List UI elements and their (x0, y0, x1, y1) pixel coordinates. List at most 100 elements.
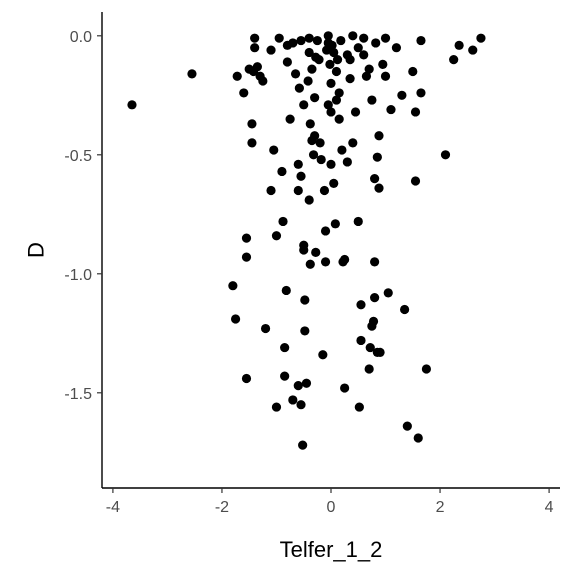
data-point (320, 226, 331, 236)
data-point (299, 100, 309, 110)
data-point (374, 131, 384, 141)
data-point (252, 62, 262, 72)
data-point (274, 33, 284, 43)
data-point (356, 300, 366, 310)
data-point (296, 171, 306, 181)
data-point (402, 421, 412, 431)
x-tick-label: -4 (106, 499, 120, 516)
data-point (241, 373, 252, 384)
data-point (296, 35, 306, 46)
data-point (370, 174, 380, 184)
data-point (293, 381, 303, 391)
data-point (323, 100, 333, 110)
data-point (258, 76, 268, 86)
data-point (361, 71, 372, 81)
data-point (320, 257, 331, 267)
data-point (304, 47, 314, 58)
data-point (378, 59, 388, 69)
data-point (375, 347, 385, 357)
data-point (319, 185, 330, 196)
data-point (228, 281, 238, 291)
data-point (250, 33, 260, 43)
data-point (310, 131, 320, 141)
x-axis-ticks: -4 -2 0 2 4 (106, 488, 554, 516)
data-point (476, 33, 486, 43)
data-point (280, 371, 290, 381)
data-point (370, 293, 380, 303)
y-tick-label: 0.0 (70, 29, 92, 46)
data-point (337, 145, 347, 155)
points-layer (127, 31, 486, 450)
data-point (356, 335, 366, 346)
data-point (413, 433, 423, 443)
data-point (326, 78, 336, 88)
data-point (308, 150, 319, 160)
data-point (187, 69, 197, 79)
data-point (359, 33, 369, 43)
data-point (280, 342, 290, 353)
data-point (316, 154, 326, 165)
data-point (391, 43, 402, 53)
data-point (353, 43, 363, 53)
data-point (266, 45, 276, 55)
data-point (293, 159, 303, 169)
x-axis-title: Telfer_1_2 (280, 537, 383, 562)
data-point (307, 64, 317, 74)
data-point (314, 55, 324, 65)
data-point (299, 240, 309, 250)
data-point (380, 71, 391, 81)
data-point (374, 183, 384, 193)
data-point (303, 76, 313, 86)
data-point (348, 31, 358, 41)
data-point (277, 166, 287, 177)
data-point (334, 114, 344, 124)
data-point (449, 55, 459, 65)
data-point (288, 38, 298, 48)
data-point (288, 395, 298, 405)
y-tick-label: -1.0 (64, 267, 92, 284)
data-point (331, 66, 342, 77)
data-point (350, 107, 361, 117)
data-point (230, 314, 241, 324)
data-point (232, 71, 242, 81)
data-point (372, 152, 382, 162)
data-point (440, 150, 451, 160)
data-point (364, 364, 374, 374)
data-point (296, 400, 306, 410)
data-point (334, 88, 344, 98)
data-point (340, 383, 350, 393)
data-point (290, 69, 301, 79)
data-point (329, 178, 339, 188)
data-point (454, 40, 464, 50)
data-point (293, 185, 303, 196)
data-point (312, 35, 322, 46)
data-point (298, 440, 308, 450)
data-point (311, 247, 321, 257)
x-tick-label: 4 (545, 499, 554, 516)
data-point (315, 138, 325, 148)
data-point (359, 50, 369, 60)
data-point (266, 185, 276, 196)
data-point (325, 59, 335, 69)
data-point (304, 195, 314, 205)
data-point (300, 295, 310, 305)
data-point (354, 402, 364, 412)
data-point (239, 88, 249, 98)
x-tick-label: 2 (436, 499, 445, 516)
data-point (348, 138, 358, 148)
data-point (323, 31, 333, 41)
data-point (326, 159, 336, 169)
data-point (400, 304, 410, 315)
data-point (310, 93, 320, 103)
data-point (327, 40, 337, 50)
data-point (127, 100, 137, 110)
data-point (408, 66, 418, 77)
data-point (330, 219, 340, 229)
data-point (281, 285, 291, 296)
data-point (294, 83, 304, 93)
x-tick-label: 0 (327, 499, 336, 516)
data-point (345, 74, 355, 84)
data-point (416, 88, 426, 98)
data-point (305, 259, 315, 269)
data-point (367, 95, 377, 105)
